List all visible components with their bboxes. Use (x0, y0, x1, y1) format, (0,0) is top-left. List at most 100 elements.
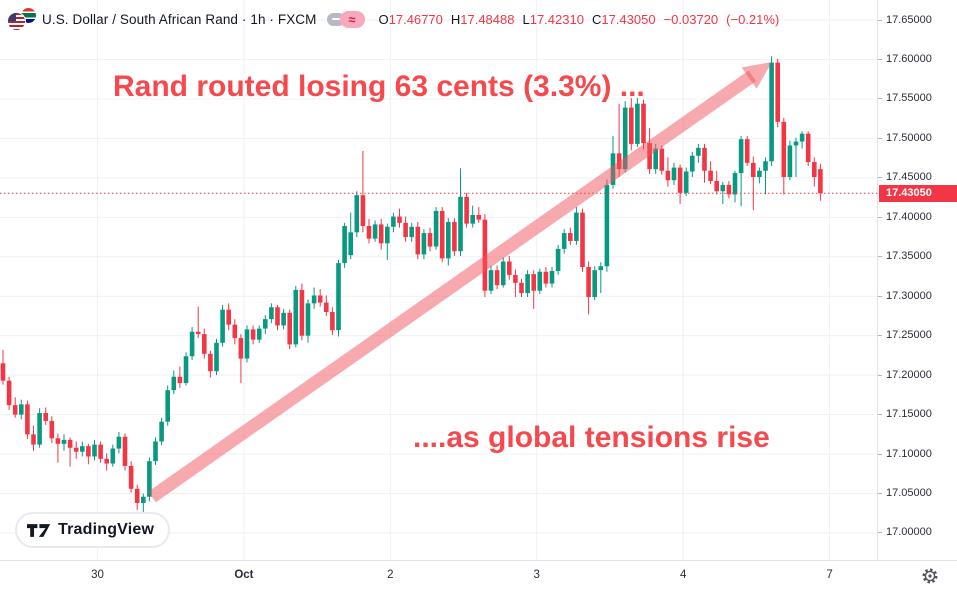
candle-body (159, 421, 164, 442)
candle-body (744, 139, 750, 163)
candle-body (317, 295, 323, 303)
candle-body (464, 196, 469, 224)
candle-body (586, 267, 591, 298)
candle-body (153, 441, 158, 462)
close-value: 17.43050 (601, 11, 656, 27)
price-axis-label: 17.50000 (886, 131, 932, 144)
candle-body (238, 338, 244, 359)
candle-body (714, 181, 719, 192)
price-scale[interactable]: 17.43050 17.65000 17.60000 17.55000 17.5000… (877, 0, 957, 560)
candle-body (269, 307, 274, 320)
candle-body (415, 226, 421, 255)
change-value: −0.03720 (663, 11, 719, 27)
symbol-title[interactable]: U.S. Dollar / South African Rand · 1h · … (42, 11, 317, 27)
candle-body (293, 289, 299, 345)
candle-body (336, 263, 341, 331)
candle-body (543, 271, 549, 284)
candle-body (67, 439, 73, 448)
candle-body (647, 143, 652, 170)
price-tick (878, 256, 882, 258)
candle-body (671, 167, 677, 181)
candle-body (92, 444, 97, 457)
candle-body (311, 295, 317, 304)
candle-body (403, 222, 408, 238)
candle-body (690, 155, 695, 172)
candle-body (488, 270, 494, 291)
candle-body (470, 214, 475, 224)
candle-body (702, 147, 707, 171)
candle-body (458, 196, 463, 252)
low-label: L (522, 11, 530, 27)
time-axis-label: 3 (533, 569, 540, 581)
candle-body (244, 329, 250, 359)
candle-body (183, 356, 189, 384)
candle-body (250, 329, 256, 340)
settings-gear-icon[interactable] (921, 567, 939, 585)
candle-body (507, 261, 512, 275)
high-label: H (450, 11, 461, 27)
candle-body (189, 331, 195, 357)
price-tick (878, 58, 882, 60)
candle-body (531, 274, 536, 291)
candle-body (232, 324, 238, 339)
candle-body (452, 222, 457, 252)
candle-body (385, 226, 390, 244)
candle-body (726, 184, 732, 195)
candle-body (202, 334, 207, 354)
price-axis-label: 17.35000 (886, 250, 932, 263)
price-axis-label: 17.30000 (886, 289, 932, 302)
price-tick (878, 532, 882, 534)
candle-body (324, 302, 329, 313)
candle-body (446, 222, 451, 259)
candle-body (342, 225, 347, 264)
candle-body (397, 216, 402, 223)
candle-body (781, 121, 787, 178)
candle-body (787, 145, 793, 178)
candle-body (494, 270, 500, 286)
price-axis-label: 17.15000 (886, 408, 932, 421)
price-tick (878, 98, 882, 100)
time-axis-label: 4 (679, 569, 687, 581)
ohlc-readout: O 17.46770 H 17.48488 L 17.42310 C 17.43050 … (379, 12, 780, 27)
candle-body (677, 167, 683, 193)
candle-body (287, 312, 292, 345)
candle-body (519, 282, 524, 294)
candle-body (793, 141, 799, 146)
candle-body (348, 232, 353, 256)
open-value: 17.46770 (388, 11, 443, 27)
candle-body (635, 103, 640, 144)
candle-body (763, 161, 768, 171)
trend-arrow-head (741, 62, 772, 89)
candle-body (0, 363, 6, 381)
candle-body (305, 303, 311, 336)
price-tick (878, 374, 882, 376)
time-axis-label: 30 (91, 569, 104, 581)
candle-body (299, 289, 305, 336)
candle-body (604, 184, 610, 267)
price-axis-label: 17.65000 (886, 13, 932, 26)
price-axis-label: 17.00000 (886, 526, 932, 539)
candle-body (208, 353, 213, 372)
candle-body (372, 224, 378, 239)
delayed-data-icon[interactable]: ≈ (339, 10, 365, 28)
price-tick (878, 493, 882, 495)
price-axis-label: 17.45000 (886, 171, 932, 184)
candle-body (616, 153, 622, 170)
candle-body (86, 446, 91, 457)
candle-body (696, 147, 701, 156)
price-axis-label: 17.10000 (886, 447, 932, 460)
tradingview-logo-icon (27, 523, 51, 537)
candle-body (110, 448, 116, 464)
candlestick-chart[interactable] (0, 0, 957, 560)
candle-body (220, 309, 225, 343)
candle-body (592, 270, 597, 298)
price-tick (878, 19, 882, 21)
candle-body (73, 447, 79, 452)
tradingview-watermark-label: TradingView (58, 521, 155, 538)
candle-body (769, 62, 774, 162)
candle-body (568, 233, 573, 241)
time-scale[interactable]: 30 Oct 2 3 4 7 (0, 560, 957, 595)
candle-body (49, 420, 55, 439)
market-status-icons[interactable]: ≈ (326, 10, 365, 28)
tradingview-watermark[interactable]: TradingView (15, 512, 171, 548)
